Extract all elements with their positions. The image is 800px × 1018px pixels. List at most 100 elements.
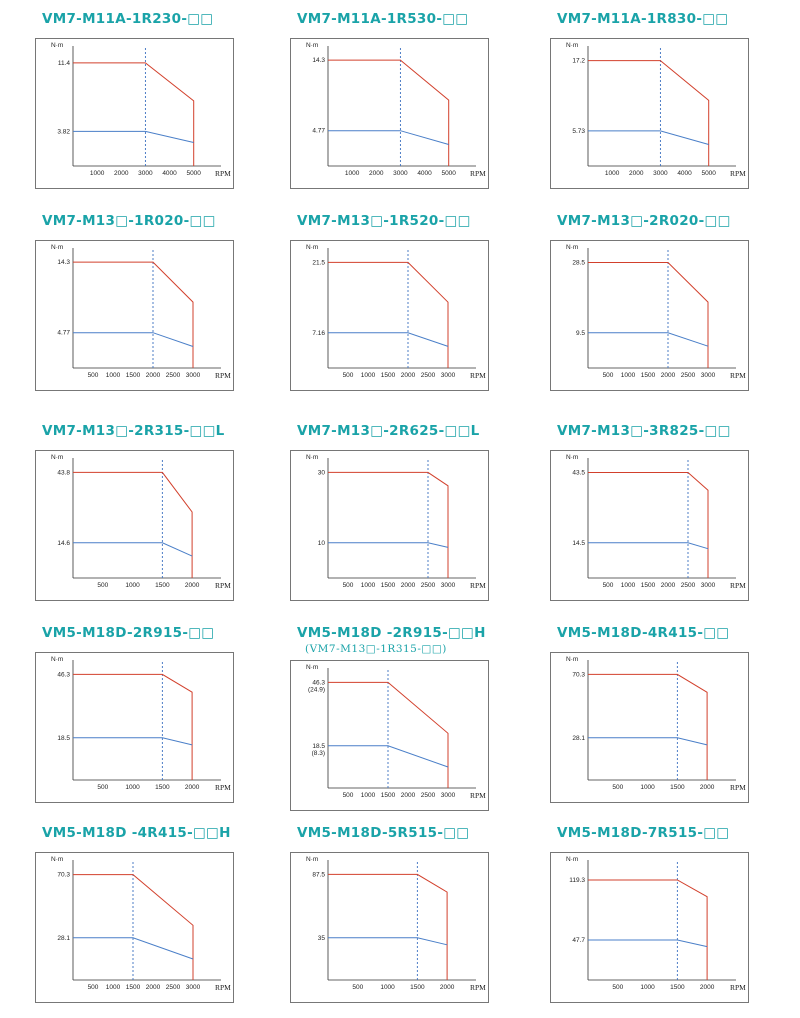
torque-speed-chart: N·m 17.2 5.73 1000 2000 3000 4000 5000 RPM (550, 38, 749, 189)
torque-speed-chart: N·m 28.5 9.5 500 1000 1500 2000 2500 3000 RPM (550, 240, 749, 391)
x-tick-label: 2000 (629, 170, 644, 177)
y-tick-label: 10 (318, 540, 326, 547)
x-tick-label: 3000 (653, 170, 668, 177)
y-tick-label: 28.1 (572, 735, 585, 742)
x-tick-label: 1000 (361, 792, 376, 799)
x-axis-label: RPM (470, 791, 486, 800)
torque-speed-chart: N·m 119.3 47.7 500 1000 1500 2000 RPM (550, 852, 749, 1003)
y-axis-label: N·m (566, 856, 578, 863)
chart-frame (290, 240, 489, 391)
y-axis-label: N·m (306, 244, 318, 251)
x-tick-label: 1500 (381, 372, 396, 379)
x-tick-label: 1000 (640, 984, 655, 991)
x-tick-label: 1500 (641, 582, 656, 589)
chart-title: VM7-M13□-2R020-□□ (557, 213, 731, 229)
x-tick-label: 1000 (106, 984, 121, 991)
continuous-torque-curve (328, 745, 449, 768)
chart-frame (550, 240, 749, 391)
chart-title: VM7-M13□-1R520-□□ (297, 213, 471, 229)
x-axis-label: RPM (215, 783, 231, 792)
y-tick-label: 17.2 (572, 58, 585, 65)
x-tick-label: 3000 (186, 984, 201, 991)
peak-torque-curve (588, 879, 708, 980)
y-tick-label: 35 (318, 935, 326, 942)
x-axis-label: RPM (730, 371, 746, 380)
x-tick-label: 2500 (681, 582, 696, 589)
peak-torque-curve (73, 62, 195, 166)
x-tick-label: 1000 (621, 582, 636, 589)
peak-torque-curve (328, 59, 450, 166)
peak-torque-curve (73, 261, 194, 368)
chart-title: VM7-M13□-2R625-□□L (297, 423, 480, 439)
continuous-torque-curve (588, 939, 708, 948)
chart-frame (550, 852, 749, 1003)
peak-torque-curve (73, 673, 193, 780)
x-tick-label: 3000 (186, 372, 201, 379)
x-tick-label: 500 (612, 784, 623, 791)
peak-torque-curve (73, 874, 194, 980)
x-tick-label: 500 (88, 372, 99, 379)
y-tick-label: 46.3 (312, 679, 325, 686)
x-tick-label: 5000 (701, 170, 716, 177)
x-axis-label: RPM (730, 169, 746, 178)
x-axis-label: RPM (730, 783, 746, 792)
x-tick-label: 2000 (700, 984, 715, 991)
x-tick-label: 1000 (106, 372, 121, 379)
peak-torque-curve (588, 60, 710, 166)
y-tick-label: 18.5 (57, 735, 70, 742)
chart-title: VM7-M11A-1R530-□□ (297, 11, 469, 27)
peak-torque-curve (328, 471, 449, 578)
x-tick-label: 1500 (126, 372, 141, 379)
chart-title: VM7-M13□-1R020-□□ (42, 213, 216, 229)
y-axis-label: N·m (306, 42, 318, 49)
x-tick-label: 1500 (410, 984, 425, 991)
x-tick-label: 2000 (369, 170, 384, 177)
torque-speed-chart: N·m 70.3 28.1 500 1000 1500 2000 2500 3000 RPM (35, 852, 234, 1003)
continuous-torque-curve (588, 542, 709, 550)
chart-frame (35, 38, 234, 189)
y-axis-label: N·m (566, 454, 578, 461)
x-tick-label: 1500 (381, 792, 396, 799)
chart-frame (290, 450, 489, 601)
x-tick-label: 2500 (421, 792, 436, 799)
x-tick-label: 4000 (417, 170, 432, 177)
x-tick-label: 2000 (440, 984, 455, 991)
x-tick-label: 5000 (186, 170, 201, 177)
x-tick-label: 2000 (661, 582, 676, 589)
peak-torque-curve (588, 673, 708, 780)
torque-speed-chart: N·m 14.3 4.77 500 1000 1500 2000 2500 3000 RPM (35, 240, 234, 391)
x-tick-label: 2000 (661, 372, 676, 379)
y-axis-label: N·m (306, 664, 318, 671)
x-tick-label: 4000 (677, 170, 692, 177)
y-tick-label: 4.77 (312, 128, 325, 135)
x-tick-label: 2000 (146, 984, 161, 991)
x-tick-label: 500 (97, 582, 108, 589)
x-tick-label: 2000 (146, 372, 161, 379)
peak-torque-curve (328, 873, 448, 980)
torque-speed-chart: N·m 30 10 500 1000 1500 2000 2500 3000 RPM (290, 450, 489, 601)
x-tick-label: 1000 (361, 372, 376, 379)
y-tick-label: 14.3 (312, 57, 325, 64)
continuous-torque-curve (73, 130, 194, 143)
x-tick-label: 1500 (670, 984, 685, 991)
x-tick-label: 2500 (681, 372, 696, 379)
y-tick-label: 7.16 (312, 330, 325, 337)
y-axis-label: N·m (51, 454, 63, 461)
y-tick-label: 3.82 (57, 128, 70, 135)
y-tick-label: 14.6 (57, 540, 70, 547)
x-tick-label: 2000 (401, 582, 416, 589)
chart-title: VM7-M13□-2R315-□□L (42, 423, 225, 439)
y-axis-label: N·m (51, 856, 63, 863)
chart-frame (290, 852, 489, 1003)
x-tick-label: 2500 (166, 372, 181, 379)
y-tick-label: 18.5 (312, 743, 325, 750)
x-tick-label: 1500 (670, 784, 685, 791)
torque-speed-chart: N·m 46.3 18.5 500 1000 1500 2000 RPM (35, 652, 234, 803)
y-tick-label: 119.3 (569, 877, 585, 884)
chart-title: VM7-M11A-1R830-□□ (557, 11, 729, 27)
y-tick-label: 14.5 (572, 540, 585, 547)
x-tick-label: 500 (603, 582, 614, 589)
torque-speed-chart: N·m 43.5 14.5 500 1000 1500 2000 2500 3000 RPM (550, 450, 749, 601)
y-tick-label: 30 (318, 469, 326, 476)
x-tick-label: 500 (97, 784, 108, 791)
